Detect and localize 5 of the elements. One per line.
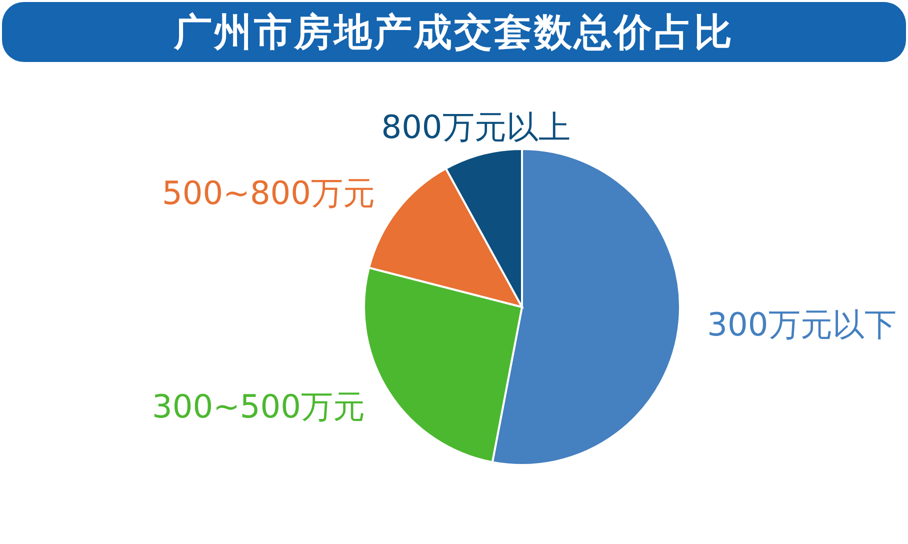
slice-label: 800万元以上 (381, 108, 570, 146)
slice-label: 500~800万元 (162, 174, 376, 212)
chart-title: 广州市房地产成交套数总价占比 (174, 8, 734, 56)
slice-label: 300万元以下 (707, 306, 896, 344)
slice-label: 300~500万元 (152, 388, 365, 426)
